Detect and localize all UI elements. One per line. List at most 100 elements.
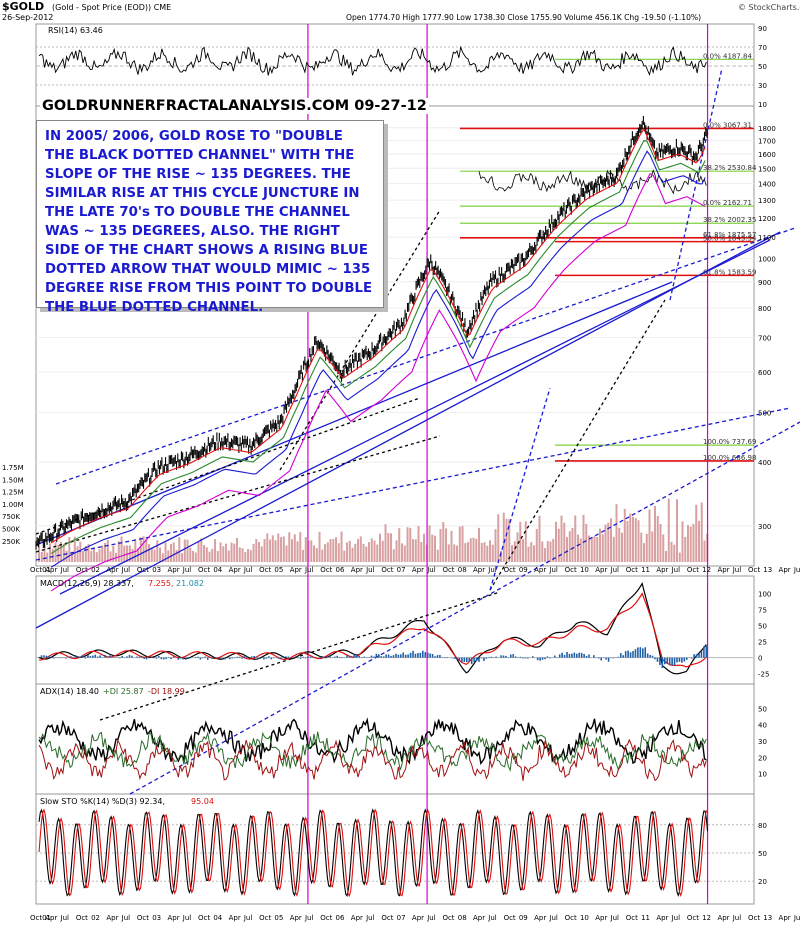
price-tick-label: 1500 [758,165,776,173]
stockcharts-watermark: © StockCharts.com [738,3,800,12]
x-tick-label: 11 [641,914,650,922]
adx-line [38,731,707,773]
x-tick-label: 12 [702,914,711,922]
x-tick-label: Jul [365,566,375,574]
x-tick-label: Apr [717,914,729,922]
x-tick-label: Apr [351,914,363,922]
fib-level-label: 61.8% 1875.57 [703,231,756,239]
rsi-tick-label: 90 [758,25,767,33]
x-tick-label: Jul [487,914,497,922]
price-tick-label: 1100 [758,234,776,242]
x-tick-label: 10 [580,566,589,574]
macd-tick-label: 0 [758,655,762,663]
x-tick-label: Jul [426,566,436,574]
channel-line [129,421,800,795]
x-tick-label: 07 [397,566,406,574]
price-tick-label: 1600 [758,151,776,159]
volume-tick-label: 500K [2,526,20,534]
macd-line [39,592,707,668]
channel-line [35,231,781,629]
x-tick-label: Jul [793,914,800,922]
volume-tick-label: 750K [2,513,20,521]
x-tick-label: Jul [610,566,620,574]
x-tick-label: Jul [304,914,314,922]
price-tick-label: 1300 [758,197,776,205]
x-tick-label: Jul [732,566,742,574]
x-tick-label: Oct [626,914,638,922]
x-tick-label: Jul [793,566,800,574]
rsi-label: RSI(14) 63.46 [48,26,103,35]
x-tick-label: 04 [213,566,222,574]
annotation-text: IN 2005/ 2006, GOLD ROSE TO "DOUBLE THE … [45,129,373,315]
fib-level-label: 0.0% 4187.84 [703,52,753,60]
rsi-tick-label: 10 [758,101,767,109]
x-tick-label: 04 [213,914,222,922]
x-tick-label: Apr [779,566,791,574]
macd-tick-label: -25 [758,671,769,679]
x-tick-label: 11 [641,566,650,574]
fib-level-label: 100.0% 686.98 [703,454,756,462]
stochastic-line [38,808,708,898]
fib-level-label: 38.2% 2002.35 [703,216,756,224]
x-tick-label: Apr [656,914,668,922]
macd-hist-label: 21.082 [176,579,204,588]
annotation-box: IN 2005/ 2006, GOLD ROSE TO "DOUBLE THE … [36,120,384,315]
adx-line [38,717,707,766]
x-tick-label: Oct [748,566,760,574]
macd-label: MACD(12,26,9) 28.337, [40,579,134,588]
channel-line [55,227,796,485]
channel-line [489,299,666,591]
x-tick-label: 09 [519,914,528,922]
volume-tick-label: 1.75M [2,464,24,472]
x-tick-label: 09 [519,566,528,574]
x-tick-label: Apr [167,566,179,574]
sto-d-label: 95.04 [191,797,214,806]
moving-average-line [50,128,706,544]
adx-tick-label: 50 [758,705,767,713]
x-tick-label: Oct [504,914,516,922]
x-tick-label: 02 [91,914,100,922]
x-tick-label: Jul [60,914,70,922]
x-tick-label: Oct01 [30,566,51,574]
channel-line [35,407,791,561]
x-tick-label: Oct [442,566,454,574]
macd-tick-label: 100 [758,591,771,599]
volume-tick-label: 1.00M [2,501,24,509]
x-tick-label: Oct [76,566,88,574]
x-tick-label: Apr [534,566,546,574]
x-tick-label: Jul [548,914,558,922]
macd-signal-label: 7.255, [148,579,173,588]
x-tick-label: Apr [106,566,118,574]
x-tick-label: Oct [748,914,760,922]
x-tick-label: Oct01 [30,914,51,922]
fib-level-label: 100.0% 737.69 [703,438,756,446]
fib-level-label: 61.8% 1583.59 [703,268,756,276]
x-tick-label: Apr [595,914,607,922]
adx-tick-label: 40 [758,722,767,730]
x-tick-label: Oct [381,914,393,922]
x-tick-label: Jul [243,566,253,574]
x-tick-label: Oct [76,914,88,922]
channel-line [489,387,551,591]
x-tick-label: Oct [381,566,393,574]
x-tick-label: Oct [320,566,332,574]
fib-level-label: 0.0% 2162.71 [703,199,752,207]
x-tick-label: 08 [458,914,467,922]
x-tick-label: Apr [717,566,729,574]
x-tick-label: Jul [182,566,192,574]
x-tick-label: Jul [182,914,192,922]
price-tick-label: 900 [758,279,771,287]
x-tick-label: Jul [365,914,375,922]
price-tick-label: 300 [758,523,771,531]
x-tick-label: 05 [274,566,283,574]
x-tick-label: Apr [290,566,302,574]
rsi-tick-label: 50 [758,63,767,71]
channel-line [35,281,673,546]
adx-tick-label: 30 [758,738,767,746]
chart-symbol: $GOLD [2,0,44,13]
macd-tick-label: 25 [758,639,767,647]
macd-line [38,581,707,675]
x-tick-label: 06 [336,566,345,574]
channel-line [279,209,441,471]
price-tick-label: 1200 [758,215,776,223]
